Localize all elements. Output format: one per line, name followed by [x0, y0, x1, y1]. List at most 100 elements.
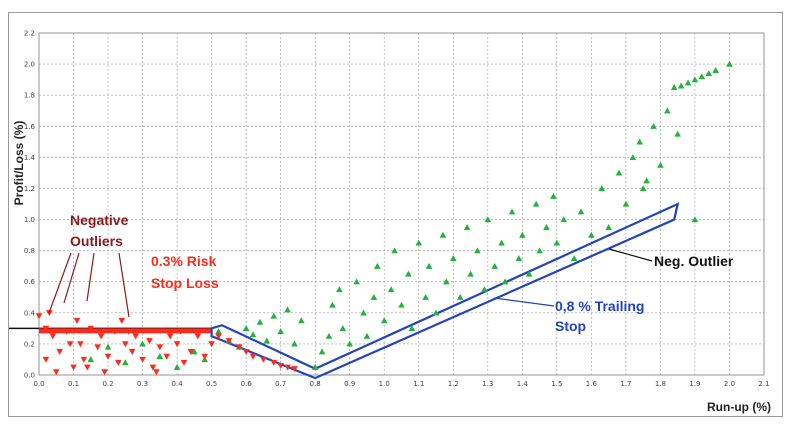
point-profit — [87, 356, 95, 363]
point-loss — [115, 359, 122, 366]
point-profit — [408, 325, 416, 332]
point-profit — [263, 337, 271, 344]
point-profit — [698, 73, 706, 80]
x-tick-label: 0.8 — [310, 380, 321, 388]
point-profit — [525, 270, 533, 277]
point-profit — [360, 309, 367, 316]
x-tick-labels: 0.0 0.1 0.2 0.3 0.4 0.5 0.6 0.7 0.8 0.9 1.0 1.1 1.2 1… — [33, 380, 769, 388]
point-profit — [670, 84, 678, 91]
point-profit — [481, 286, 488, 293]
point-profit — [536, 247, 543, 254]
point-loss — [101, 369, 108, 376]
point-profit — [622, 200, 630, 207]
point-loss — [104, 353, 112, 360]
y-tick-labels: 0.0 0.2 0.4 0.6 0.8 1.0 1.2 1.4 1.6 1.8 2.0 2.2 — [24, 30, 36, 380]
arrow-outlier-4 — [118, 252, 130, 318]
point-profit — [474, 247, 481, 254]
point-profit — [705, 70, 713, 77]
point-profit — [346, 340, 354, 347]
point-profit — [543, 224, 550, 230]
point-profit — [664, 107, 671, 114]
point-profit — [677, 82, 685, 89]
point-profit — [256, 318, 264, 325]
arrow-trailing-stop — [493, 297, 555, 307]
y-tick-label: 0.4 — [24, 309, 36, 317]
y-tick-label: 2.0 — [24, 61, 35, 69]
point-loss — [201, 353, 209, 360]
y-tick-label: 0.6 — [24, 278, 36, 286]
point-profit — [398, 301, 405, 308]
point-profit — [215, 328, 222, 335]
data-points — [35, 60, 733, 376]
point-loss — [194, 333, 202, 340]
point-loss — [77, 341, 84, 348]
x-tick-label: 0.5 — [206, 380, 217, 388]
point-profit — [463, 224, 471, 230]
point-profit — [380, 317, 388, 324]
point-loss — [177, 328, 184, 335]
point-profit — [325, 332, 333, 339]
x-tick-label: 2.1 — [758, 380, 769, 388]
point-profit — [387, 286, 395, 293]
point-profit — [519, 231, 526, 238]
point-loss — [56, 349, 64, 355]
point-profit — [405, 270, 412, 277]
annotation-trailing: 0,8 % Trailing — [555, 298, 644, 314]
point-profit — [498, 239, 505, 246]
point-loss — [46, 310, 53, 317]
point-profit — [570, 255, 578, 262]
y-tick-label: 2.2 — [24, 30, 35, 38]
point-loss — [163, 353, 171, 360]
x-tick-label: 1.1 — [413, 380, 424, 388]
y-axis-title: Profit/Loss (%) — [12, 121, 26, 206]
point-profit — [598, 185, 606, 192]
point-profit — [650, 122, 657, 129]
point-loss — [73, 317, 81, 324]
point-loss — [242, 349, 250, 355]
point-loss — [139, 356, 146, 363]
point-profit — [432, 309, 440, 316]
point-loss — [63, 328, 70, 335]
point-loss — [111, 328, 119, 335]
point-profit — [726, 60, 733, 67]
point-profit — [615, 169, 623, 176]
point-profit — [353, 278, 360, 285]
x-tick-label: 2.0 — [724, 380, 735, 388]
plot-area — [38, 32, 765, 376]
y-tick-label: 0.2 — [24, 340, 35, 348]
point-loss — [128, 349, 136, 355]
arrow-outlier-1 — [48, 252, 72, 314]
point-loss — [291, 366, 298, 373]
y-tick-label: 0.0 — [24, 372, 35, 380]
point-profit — [636, 138, 644, 145]
annotation-risk: 0.3% Risk — [151, 253, 217, 269]
point-loss — [235, 344, 243, 351]
point-loss — [187, 349, 195, 355]
y-tick-label: 1.0 — [24, 216, 35, 224]
point-profit — [156, 353, 164, 359]
x-tick-label: 0.1 — [68, 380, 79, 388]
point-loss — [149, 364, 157, 371]
point-profit — [139, 340, 146, 347]
point-loss — [84, 364, 91, 371]
point-loss — [42, 325, 50, 332]
point-profit — [629, 154, 637, 161]
point-profit — [508, 208, 516, 215]
x-tick-label: 0.7 — [275, 380, 286, 388]
point-loss — [146, 338, 153, 345]
point-profit — [449, 255, 457, 262]
point-profit — [298, 317, 305, 324]
x-tick-label: 0.6 — [241, 380, 253, 388]
x-tick-label: 0.2 — [102, 380, 113, 388]
point-profit — [605, 224, 612, 230]
scatter-chart: 0.0 0.1 0.2 0.3 0.4 0.5 0.6 0.7 0.8 0.9 1.0 1.1 1.2 1… — [9, 30, 771, 414]
point-profit — [336, 286, 343, 293]
y-tick-label: 1.2 — [24, 185, 35, 193]
point-loss — [270, 359, 278, 366]
point-profit — [104, 343, 112, 350]
point-profit — [443, 278, 450, 285]
point-profit — [639, 185, 647, 192]
point-loss — [125, 328, 133, 335]
point-profit — [122, 359, 129, 366]
point-profit — [560, 216, 568, 223]
